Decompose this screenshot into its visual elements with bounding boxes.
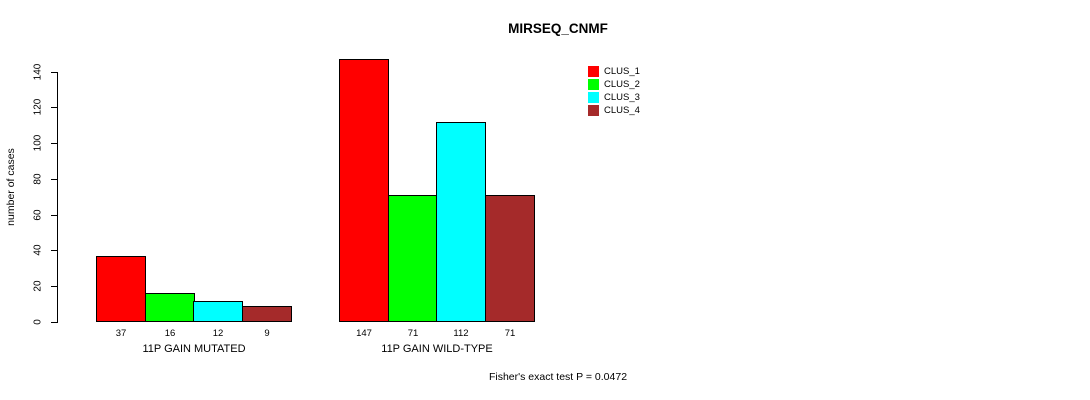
y-axis-line xyxy=(57,72,58,323)
legend-label: CLUS_4 xyxy=(604,105,640,116)
bar-clus_3-group1 xyxy=(193,301,243,322)
bar-value-label: 12 xyxy=(212,328,224,339)
y-tick-mark xyxy=(51,322,58,323)
bar-value-label: 71 xyxy=(407,328,419,339)
legend-swatch-icon xyxy=(588,66,599,77)
y-tick-label: 0 xyxy=(32,319,44,325)
bar-clus_3-group2 xyxy=(436,122,486,322)
legend-label: CLUS_1 xyxy=(604,66,640,77)
legend-swatch-icon xyxy=(588,79,599,90)
y-axis-label: number of cases xyxy=(5,148,17,226)
legend-swatch-icon xyxy=(588,105,599,116)
legend-label: CLUS_2 xyxy=(604,79,640,90)
y-tick-mark xyxy=(51,179,58,180)
y-tick-mark xyxy=(51,143,58,144)
bar-value-label: 112 xyxy=(453,328,469,339)
legend-swatch-icon xyxy=(588,92,599,103)
bar-value-label: 147 xyxy=(356,328,372,339)
annotation-text: Fisher's exact test P = 0.0472 xyxy=(488,371,628,383)
y-tick-mark xyxy=(51,286,58,287)
y-tick-mark xyxy=(51,72,58,73)
y-tick-label: 80 xyxy=(32,173,44,185)
y-tick-label: 100 xyxy=(32,134,44,152)
bar-clus_4-group2 xyxy=(485,195,535,322)
bar-clus_1-group1 xyxy=(96,256,146,322)
x-axis-category-label: 11P GAIN MUTATED xyxy=(142,343,246,355)
bar-clus_2-group1 xyxy=(145,293,195,322)
y-tick-label: 20 xyxy=(32,280,44,292)
bar-clus_4-group1 xyxy=(242,306,292,322)
bar-value-label: 16 xyxy=(164,328,176,339)
bar-value-label: 71 xyxy=(504,328,516,339)
bar-value-label: 9 xyxy=(264,328,270,339)
y-tick-label: 40 xyxy=(32,244,44,256)
bar-clus_2-group2 xyxy=(388,195,438,322)
y-tick-mark xyxy=(51,107,58,108)
y-tick-label: 120 xyxy=(32,98,44,116)
chart-title: MIRSEQ_CNMF xyxy=(508,21,608,36)
legend-label: CLUS_3 xyxy=(604,92,640,103)
bar-clus_1-group2 xyxy=(339,59,389,322)
y-tick-mark xyxy=(51,250,58,251)
y-tick-label: 140 xyxy=(32,63,44,81)
bar-value-label: 37 xyxy=(115,328,127,339)
y-tick-label: 60 xyxy=(32,209,44,221)
y-tick-mark xyxy=(51,215,58,216)
x-axis-category-label: 11P GAIN WILD-TYPE xyxy=(381,343,493,355)
